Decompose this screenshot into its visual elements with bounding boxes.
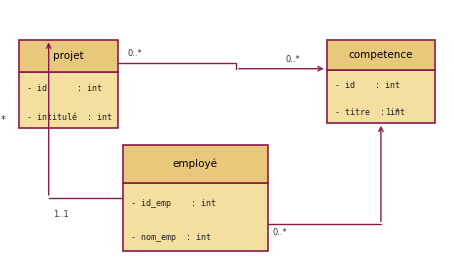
Text: - nom_emp  : int: - nom_emp : int	[131, 232, 211, 242]
Text: 0..*: 0..*	[286, 55, 301, 64]
Bar	[19, 71, 118, 128]
Text: *: *	[1, 115, 5, 125]
Text: 1..*: 1..*	[385, 107, 400, 117]
Text: projet: projet	[53, 50, 84, 61]
Text: - id_emp    : int: - id_emp : int	[131, 199, 216, 208]
Bar	[19, 40, 118, 71]
Text: 1..1: 1..1	[53, 210, 69, 219]
Text: - id      : int: - id : int	[27, 84, 102, 93]
Bar	[326, 40, 435, 69]
Text: - titre  : int: - titre : int	[335, 108, 405, 117]
Text: - intitulé  : int: - intitulé : int	[27, 112, 112, 122]
Text: 0..*: 0..*	[272, 228, 287, 237]
Text: - id    : int: - id : int	[335, 81, 400, 90]
Text: 0..*: 0..*	[128, 49, 142, 58]
Bar	[123, 145, 268, 183]
Bar	[123, 183, 268, 251]
Text: employé: employé	[173, 159, 218, 169]
Text: competence: competence	[349, 50, 413, 59]
Bar	[326, 69, 435, 123]
